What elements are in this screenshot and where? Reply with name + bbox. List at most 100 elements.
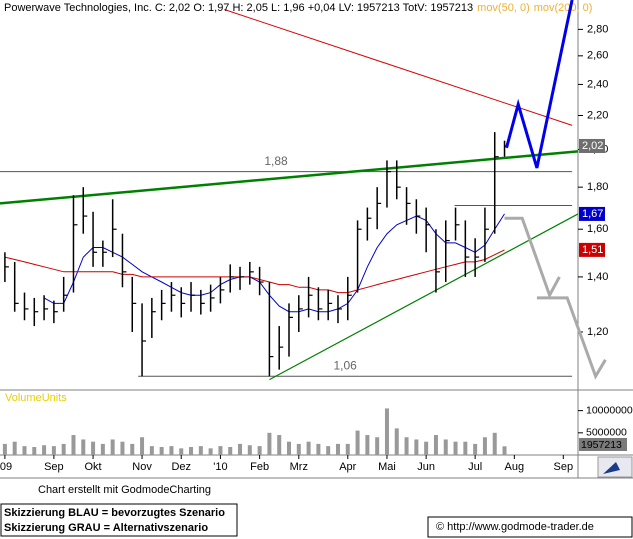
volume-bar xyxy=(277,435,282,455)
price-tag xyxy=(579,206,605,221)
volume-bar xyxy=(257,446,262,455)
y-tick-label: 10000000 xyxy=(586,404,633,416)
volume-bar xyxy=(91,441,96,455)
y-tick-label: 1,20 xyxy=(587,326,608,338)
y-tick-label: 1,80 xyxy=(587,181,608,193)
volume-tag xyxy=(579,438,627,451)
x-tick-label: '09 xyxy=(0,461,12,473)
volume-bar xyxy=(492,432,497,455)
volume-bar xyxy=(2,443,7,455)
volume-bar xyxy=(482,437,487,455)
volume-bar xyxy=(149,446,154,455)
volume-bar xyxy=(110,439,115,455)
volume-bar xyxy=(238,443,243,455)
y-tick-label: 2,20 xyxy=(587,109,608,121)
legend-entry: mov(200, 0) xyxy=(534,2,593,14)
volume-bar xyxy=(247,445,252,455)
trendline xyxy=(224,9,573,126)
volume-bar xyxy=(345,443,350,455)
volume-bar xyxy=(12,441,17,455)
volume-bar xyxy=(287,441,291,455)
volume-bar xyxy=(306,441,311,455)
price-tag xyxy=(579,138,605,153)
y-tick-label: 5000000 xyxy=(586,427,627,439)
note-box xyxy=(0,503,238,537)
volume-bar xyxy=(169,446,174,455)
x-tick-label: Aug xyxy=(505,461,525,473)
volume-bar xyxy=(42,445,47,455)
copyright: © http://www.godmode-trader.de xyxy=(436,521,594,533)
volume-bar xyxy=(414,439,419,455)
x-tick-label: Sep xyxy=(554,461,574,473)
volume-bar xyxy=(120,441,125,455)
volume-bar xyxy=(316,443,321,455)
x-tick-label: Jun xyxy=(417,461,435,473)
volume-bar xyxy=(208,448,213,455)
tool-icon xyxy=(603,462,620,474)
volume-bar xyxy=(335,443,340,455)
x-tick-label: Sep xyxy=(44,461,64,473)
plot-layer xyxy=(0,9,579,455)
price-tag-label: 1,67 xyxy=(582,208,603,220)
scenario-path xyxy=(536,296,607,380)
x-tick-label: Nov xyxy=(132,461,152,473)
x-tick-label: '10 xyxy=(213,461,227,473)
trendline xyxy=(269,213,579,381)
chart-title: Powerwave Technologies, Inc. C: 2,02 O: … xyxy=(4,2,473,14)
x-tick-label: Apr xyxy=(339,461,356,473)
volume-bar xyxy=(473,443,478,455)
volume-tag-label: 1957213 xyxy=(581,439,622,451)
price-tag xyxy=(579,242,605,257)
volume-bar xyxy=(296,443,301,455)
volume-bar xyxy=(81,439,86,455)
volume-bar xyxy=(22,446,27,455)
volume-bar xyxy=(189,447,194,455)
volume-bar xyxy=(140,437,145,455)
y-tick-label: 1,60 xyxy=(587,223,608,235)
volume-bar xyxy=(433,435,438,455)
x-tick-label: Mrz xyxy=(290,461,308,473)
volume-title: VolumeUnits xyxy=(5,392,67,404)
volume-bar xyxy=(394,428,399,455)
x-tick-label: Feb xyxy=(250,461,269,473)
note: Skizzierung GRAU = Alternativszenario xyxy=(4,522,208,534)
trendline xyxy=(0,150,579,205)
volume-bar xyxy=(326,446,331,455)
price-tag-label: 2,02 xyxy=(582,140,603,152)
volume-bar xyxy=(463,441,468,455)
x-tick-label: Mai xyxy=(378,461,396,473)
y-tick-label: 1,40 xyxy=(587,271,608,283)
background xyxy=(0,0,633,478)
volume-bar xyxy=(71,435,76,455)
volume-bar xyxy=(453,441,458,455)
volume-bar xyxy=(198,446,203,455)
volume-bar xyxy=(424,441,429,455)
volume-bar xyxy=(365,435,370,455)
volume-bar xyxy=(61,443,66,455)
credit: Chart erstellt mit GodmodeCharting xyxy=(38,484,211,496)
volume-bar xyxy=(218,446,223,455)
volume-bar xyxy=(375,437,380,455)
volume-bar xyxy=(32,447,37,455)
y-tick-label: 2,60 xyxy=(587,50,608,62)
moving-average xyxy=(4,249,505,294)
volume-bar xyxy=(228,447,233,455)
note: Skizzierung BLAU = bevorzugtes Szenario xyxy=(4,507,225,519)
volume-bar xyxy=(502,446,507,455)
volume-bar xyxy=(384,408,389,455)
y-tick-label: 2,80 xyxy=(587,23,608,35)
scenario-path xyxy=(504,216,561,299)
volume-bar xyxy=(100,443,105,455)
level-label: 1,88 xyxy=(264,154,288,168)
volume-bar xyxy=(267,432,272,455)
volume-bar xyxy=(159,447,164,455)
volume-bar xyxy=(51,446,56,455)
y-tick-label: 2,40 xyxy=(587,78,608,90)
volume-bar xyxy=(355,430,360,455)
x-tick-label: Jul xyxy=(468,461,482,473)
copyright-box xyxy=(427,516,633,538)
volume-bar xyxy=(130,443,135,455)
x-tick-label: Dez xyxy=(171,461,191,473)
volume-bar xyxy=(443,439,448,455)
